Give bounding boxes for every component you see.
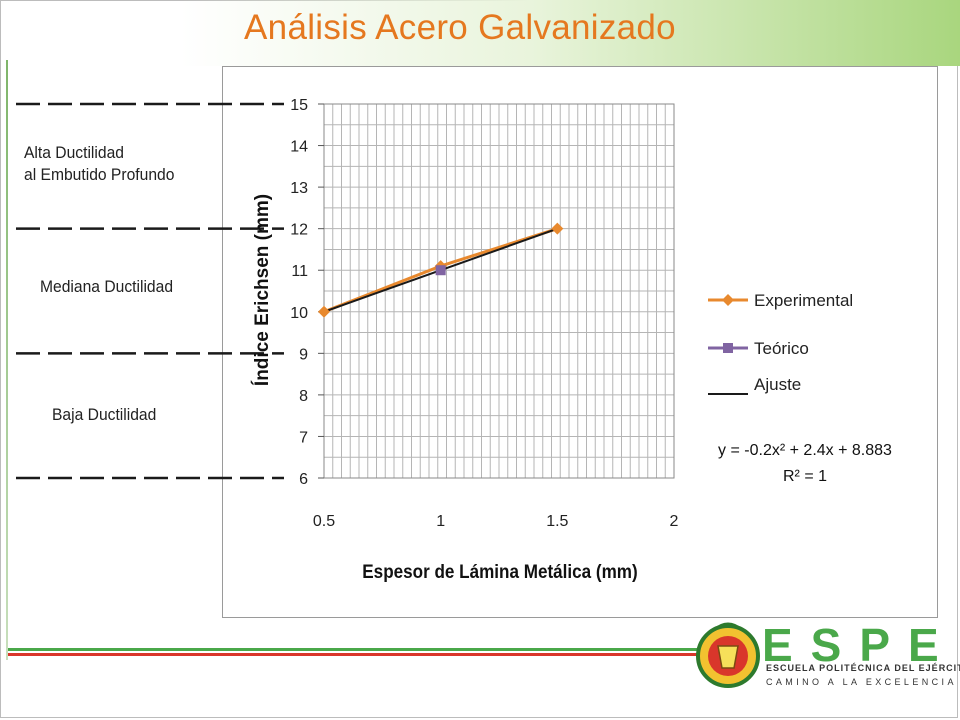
zone-label-low-line1: Baja Ductilidad	[52, 405, 157, 424]
zone-label-medium-line1: Mediana Ductilidad	[40, 277, 174, 296]
stripe-red	[8, 653, 708, 656]
trendline-equation: y = -0.2x² + 2.4x + 8.883	[718, 442, 892, 459]
axis-layer: 6 7 8 9 10 11 12 13 14 15 0.5 1 1.5 2	[290, 97, 678, 530]
y-tick-label: 10	[290, 305, 308, 322]
zone-label-low: Baja Ductilidad	[52, 404, 156, 426]
zone-label-high-line2: al Embutido Profundo	[24, 165, 175, 184]
y-tick-label: 12	[290, 222, 308, 239]
logo-motto: CAMINO A LA EXCELENCIA	[766, 677, 957, 687]
legend-label: Teórico	[754, 339, 809, 358]
plot-border	[323, 103, 675, 479]
y-tick-label: 6	[299, 471, 308, 488]
teorico-point	[435, 265, 446, 276]
grid-layer	[323, 103, 675, 479]
x-tick-label: 2	[670, 513, 679, 530]
legend-label: Ajuste	[754, 375, 801, 394]
x-axis-title: Espesor de Lámina Metálica (mm)	[362, 561, 637, 582]
y-tick-label: 13	[290, 180, 308, 197]
legend-label: Experimental	[754, 291, 853, 310]
footer-stripes	[8, 648, 708, 660]
y-tick-label: 7	[299, 429, 308, 446]
y-tick-label: 14	[290, 139, 308, 156]
experimental-point	[318, 305, 330, 318]
y-axis-title: Índice Erichsen (mm)	[251, 194, 273, 386]
r-squared-value: R² = 1	[782, 468, 827, 485]
legend-swatch-marker	[723, 343, 733, 353]
zone-label-medium: Mediana Ductilidad	[40, 276, 173, 298]
zone-label-high: Alta Ductilidad al Embutido Profundo	[24, 142, 174, 186]
legend: Experimental Teórico Ajuste	[708, 291, 853, 395]
slide-title: Análisis Acero Galvanizado	[244, 8, 676, 47]
x-tick-label: 1	[436, 513, 445, 530]
stripe-green	[8, 648, 708, 651]
y-tick-label: 9	[299, 346, 308, 363]
x-tick-label: 1.5	[546, 513, 568, 530]
experimental-point	[551, 222, 564, 235]
x-tick-label: 0.5	[313, 513, 335, 530]
y-tick-label: 11	[291, 263, 308, 280]
title-gradient-bar	[180, 0, 960, 66]
zone-divider-lines	[16, 102, 284, 480]
left-accent-rule	[6, 60, 8, 660]
zone-label-high-line1: Alta Ductilidad	[24, 143, 124, 162]
y-tick-label: 15	[290, 97, 308, 114]
logo-institution-name: ESCUELA POLITÉCNICA DEL EJÉRCITO	[766, 663, 960, 673]
legend-swatch-marker	[722, 294, 734, 306]
series-layer	[318, 222, 564, 318]
logo-letters: ESPE	[762, 619, 957, 671]
y-tick-label: 8	[299, 388, 308, 405]
